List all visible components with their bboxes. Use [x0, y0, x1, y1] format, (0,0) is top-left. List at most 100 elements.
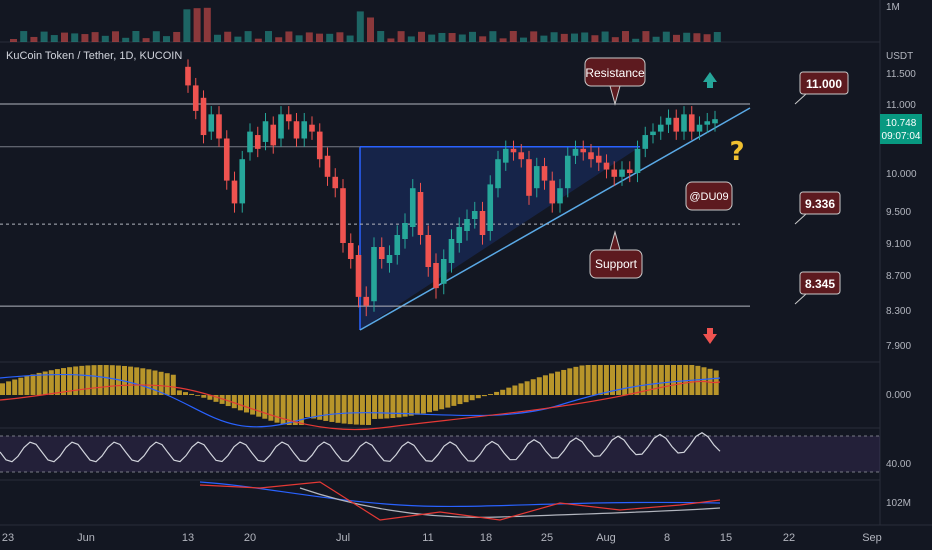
macd-bar-73 [445, 395, 451, 408]
macd-bar-33 [201, 395, 207, 398]
volume-bar-18 [193, 8, 201, 42]
candle-body-9 [254, 135, 261, 149]
macd-bar-64 [390, 395, 396, 418]
candle-body-14 [293, 121, 300, 139]
volume-bar-11 [122, 37, 130, 42]
macd-bar-7 [42, 371, 48, 395]
macd-bar-108 [658, 365, 664, 395]
volume-bar-6 [71, 33, 79, 42]
macd-bar-55 [335, 395, 341, 423]
down-arrow-icon [703, 328, 717, 344]
macd-bar-102 [622, 365, 628, 395]
macd-bar-103 [628, 365, 634, 395]
volume-bar-45 [469, 31, 476, 42]
time-tick-7: 25 [541, 532, 553, 544]
macd-bar-52 [317, 395, 323, 420]
macd-bar-69 [420, 395, 426, 414]
macd-bar-93 [567, 368, 573, 395]
macd-bar-98 [597, 365, 603, 395]
volume-bar-37 [387, 38, 395, 42]
macd-bar-62 [378, 395, 384, 419]
volume-bar-36 [377, 31, 385, 42]
volume-bar-14 [152, 31, 160, 42]
candle-body-55 [611, 169, 618, 177]
level-badge-mid: 9.336 [794, 191, 841, 225]
macd-bar-22 [134, 367, 140, 395]
macd-bar-31 [189, 393, 195, 395]
macd-bar-90 [549, 373, 554, 395]
candle-body-6 [231, 180, 238, 204]
macd-bar-84 [512, 385, 518, 395]
symbol-title: KuCoin Token / Tether, 1D, KUCOIN [6, 50, 183, 62]
volume-bar-67 [693, 33, 701, 42]
candle-body-18 [324, 155, 331, 177]
countdown-value: 09:07:04 [882, 131, 921, 142]
candle-body-68 [712, 119, 718, 124]
macd-bar-1 [6, 381, 12, 395]
volume-bar-56 [581, 32, 589, 42]
volume-bar-29 [305, 32, 313, 42]
macd-bar-80 [488, 394, 493, 395]
volume-bar-53 [550, 32, 558, 42]
macd-bar-60 [366, 395, 371, 425]
macd-bar-59 [359, 395, 365, 425]
volume-bar-51 [530, 31, 538, 42]
volume-bar-63 [652, 36, 660, 42]
volume-bar-19 [203, 7, 211, 42]
volume-bar-61 [632, 38, 640, 42]
candle-body-24 [371, 247, 377, 302]
candle-body-0 [185, 66, 191, 86]
volume-bar-69 [713, 32, 721, 42]
bottom-line-blue [199, 481, 721, 508]
volume-bar-21 [224, 31, 232, 42]
volume-bar-55 [571, 33, 578, 42]
volume-bar-34 [356, 11, 364, 42]
support-label: Support [595, 257, 638, 271]
volume-bar-57 [591, 35, 599, 42]
price-axis-ticks: 11.500 11.000 10.000 9.500 9.100 8.700 8.300 7.… [886, 69, 917, 352]
macd-bar-35 [213, 395, 219, 402]
volume-bar-46 [479, 36, 487, 42]
candle-body-56 [619, 169, 625, 177]
macd-bar-30 [183, 392, 188, 395]
last-price-badge: 10.748 09:07:04 [880, 114, 922, 144]
macd-bar-75 [457, 395, 463, 405]
macd-bar-65 [396, 395, 402, 418]
candle-body-45 [533, 166, 540, 189]
macd-bar-100 [610, 365, 615, 395]
macd-bar-85 [518, 383, 524, 395]
price-tick-1: 11.000 [886, 100, 916, 111]
candle-body-3 [208, 114, 215, 132]
candle-body-8 [247, 131, 253, 153]
candle-body-53 [595, 155, 602, 163]
macd-bar-97 [591, 365, 597, 395]
volume-bar-59 [611, 37, 619, 42]
candle-body-57 [626, 169, 633, 173]
bottom-indicator-pane [199, 481, 721, 521]
candle-body-49 [564, 155, 571, 189]
volume-bar-41 [428, 34, 436, 42]
resistance-label: Resistance [585, 66, 645, 80]
macd-bar-87 [530, 379, 536, 395]
volume-bar-28 [295, 35, 303, 42]
candle-body-61 [657, 124, 664, 132]
macd-bar-61 [372, 395, 378, 419]
macd-bar-24 [146, 369, 152, 395]
candle-body-4 [216, 114, 222, 139]
macd-bar-25 [152, 370, 158, 395]
time-tick-4: Jul [336, 532, 350, 544]
volume-bar-16 [173, 31, 181, 42]
macd-bar-106 [646, 365, 652, 395]
macd-bar-104 [634, 365, 640, 395]
candle-body-23 [363, 296, 370, 306]
volume-bar-27 [285, 31, 293, 42]
candle-body-2 [200, 97, 207, 136]
volume-bar-2 [30, 36, 38, 42]
volume-bar-49 [509, 31, 517, 42]
macd-bar-4 [24, 376, 30, 395]
candle-body-63 [673, 117, 680, 132]
volume-bar-52 [540, 35, 548, 42]
candle-body-33 [440, 259, 447, 284]
macd-bar-53 [323, 395, 329, 421]
